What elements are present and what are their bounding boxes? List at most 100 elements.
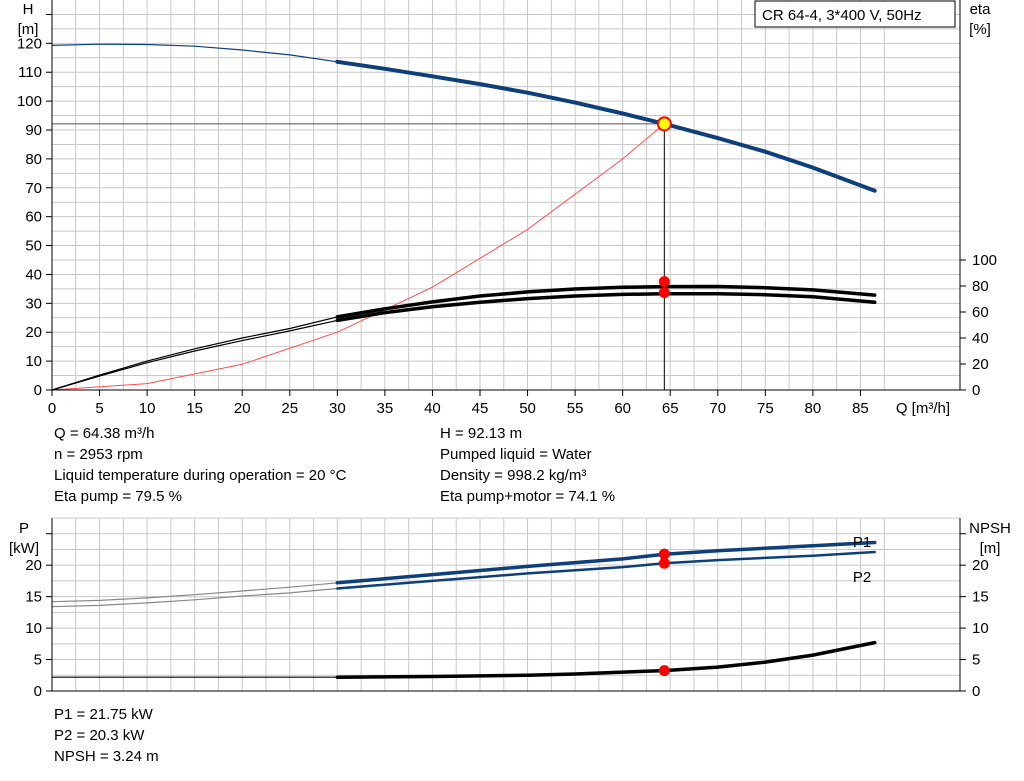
h-tick-label: 70 [25,180,42,197]
h-tick-label: 80 [25,151,42,168]
upper-chart-axes [46,0,966,396]
flow-value: Q = 64.38 m³/h [54,425,155,442]
q-axis-title: Q [m³/h] [896,400,950,417]
upper-chart-grid [52,0,960,390]
p2-value: P2 = 20.3 kW [54,727,145,744]
npsh-axis-title: NPSH [969,520,1011,537]
eta-tick-label: 20 [972,356,989,373]
h-tick-label: 60 [25,209,42,226]
duty-point-eta-pump-marker [658,276,670,288]
duty-point-markers [656,116,672,677]
x-tick-label: 45 [472,400,489,417]
h-curve-extrapolated [51,43,338,63]
duty-info-left: Q = 64.38 m³/h n = 2953 rpm Liquid tempe… [54,423,346,507]
h-axis-unit: [m] [18,21,39,38]
p-tick-label: 20 [25,557,42,574]
lower-chart-grid [52,517,960,691]
x-tick-label: 70 [709,400,726,417]
x-tick-label: 80 [805,400,822,417]
x-tick-label: 0 [48,400,56,417]
npsh-value: NPSH = 3.24 m [54,748,159,765]
npsh-axis-unit: [m] [980,540,1001,557]
npsh-tick-label: 15 [972,589,989,606]
h-tick-label: 30 [25,295,42,312]
h-tick-label: 110 [18,64,42,81]
h-tick-label: 50 [25,238,42,255]
duty-point-p2-marker [658,557,670,569]
p2-curve-extrapolated [51,587,338,608]
x-tick-label: 55 [567,400,584,417]
eta-tick-label: 80 [972,278,989,295]
npsh-tick-label: 10 [972,620,989,637]
h-tick-label: 90 [25,122,42,139]
duty-point-npsh-marker [658,665,670,677]
p-tick-label: 10 [25,620,42,637]
x-tick-label: 15 [186,400,203,417]
x-tick-label: 40 [424,400,441,417]
p1-value: P1 = 21.75 kW [54,706,153,723]
head-value: H = 92.13 m [440,425,523,442]
duty-point-p1-marker [658,548,670,560]
duty-point-h-marker [656,116,672,132]
p1-curve-extrapolated [51,582,338,603]
p-tick-label: 15 [25,589,42,606]
eta-tick-label: 100 [972,252,997,269]
chart-title: CR 64-4, 3*400 V, 50Hz [762,7,922,24]
x-tick-label: 35 [377,400,394,417]
p2-curve [336,550,876,590]
p-tick-label: 0 [34,683,42,700]
density-value: Density = 998.2 kg/m³ [440,467,587,484]
x-tick-label: 75 [757,400,774,417]
npsh-tick-label: 5 [972,652,980,669]
npsh-tick-label: 20 [972,557,989,574]
p-axis-unit: [kW] [9,540,39,557]
x-tick-label: 85 [852,400,869,417]
title-box [754,0,956,28]
eta-tick-label: 0 [972,382,980,399]
x-tick-label: 30 [329,400,346,417]
duty-info-right: H = 92.13 m Pumped liquid = Water Densit… [440,423,615,507]
p1-curve [335,540,877,585]
h-tick-label: 40 [25,266,42,283]
eta-pump-curve-extrapolated [51,316,338,391]
p-tick-label: 5 [34,652,42,669]
h-tick-label: 120 [17,35,42,52]
h-tick-label: 20 [25,324,42,341]
x-tick-label: 25 [281,400,298,417]
npsh-curve [335,640,877,679]
eta-pump-value: Eta pump = 79.5 % [54,488,182,505]
h-curve [335,59,877,193]
x-tick-label: 5 [95,400,103,417]
p2-label: P2 [853,569,871,586]
lower-chart-curves [51,540,877,679]
x-tick-label: 60 [614,400,631,417]
pumped-liquid-value: Pumped liquid = Water [440,446,592,463]
power-info: P1 = 21.75 kW P2 = 20.3 kW NPSH = 3.24 m [54,704,159,767]
h-axis-title: H [23,1,34,18]
duty-point-eta-total-marker [658,287,670,299]
h-tick-label: 10 [25,353,42,370]
npsh-tick-label: 0 [972,683,980,700]
chart-labels: 0 5 10 15 20 25 30 35 40 45 50 55 60 65 70 75 80 85010203… [9,0,1011,700]
x-tick-label: 20 [234,400,251,417]
eta-axis-unit: [%] [969,21,991,38]
liquid-temperature-value: Liquid temperature during operation = 20… [54,467,347,484]
speed-value: n = 2953 rpm [54,446,143,463]
x-tick-label: 50 [519,400,536,417]
eta-axis-title: eta [970,1,992,18]
p1-label: P1 [853,534,871,551]
eta-tick-label: 40 [972,330,989,347]
x-tick-label: 10 [139,400,156,417]
h-tick-label: 100 [17,93,42,110]
eta-tick-label: 60 [972,304,989,321]
lower-chart-axes [46,518,966,692]
eta-total-value: Eta pump+motor = 74.1 % [440,488,616,505]
system-curve [51,123,665,391]
p-axis-title: P [19,520,29,537]
upper-chart-curves [51,43,877,391]
eta-total-curve-extrapolated [51,319,338,391]
h-tick-label: 0 [34,382,42,399]
x-tick-label: 65 [662,400,679,417]
eta-total-curve [335,291,877,323]
